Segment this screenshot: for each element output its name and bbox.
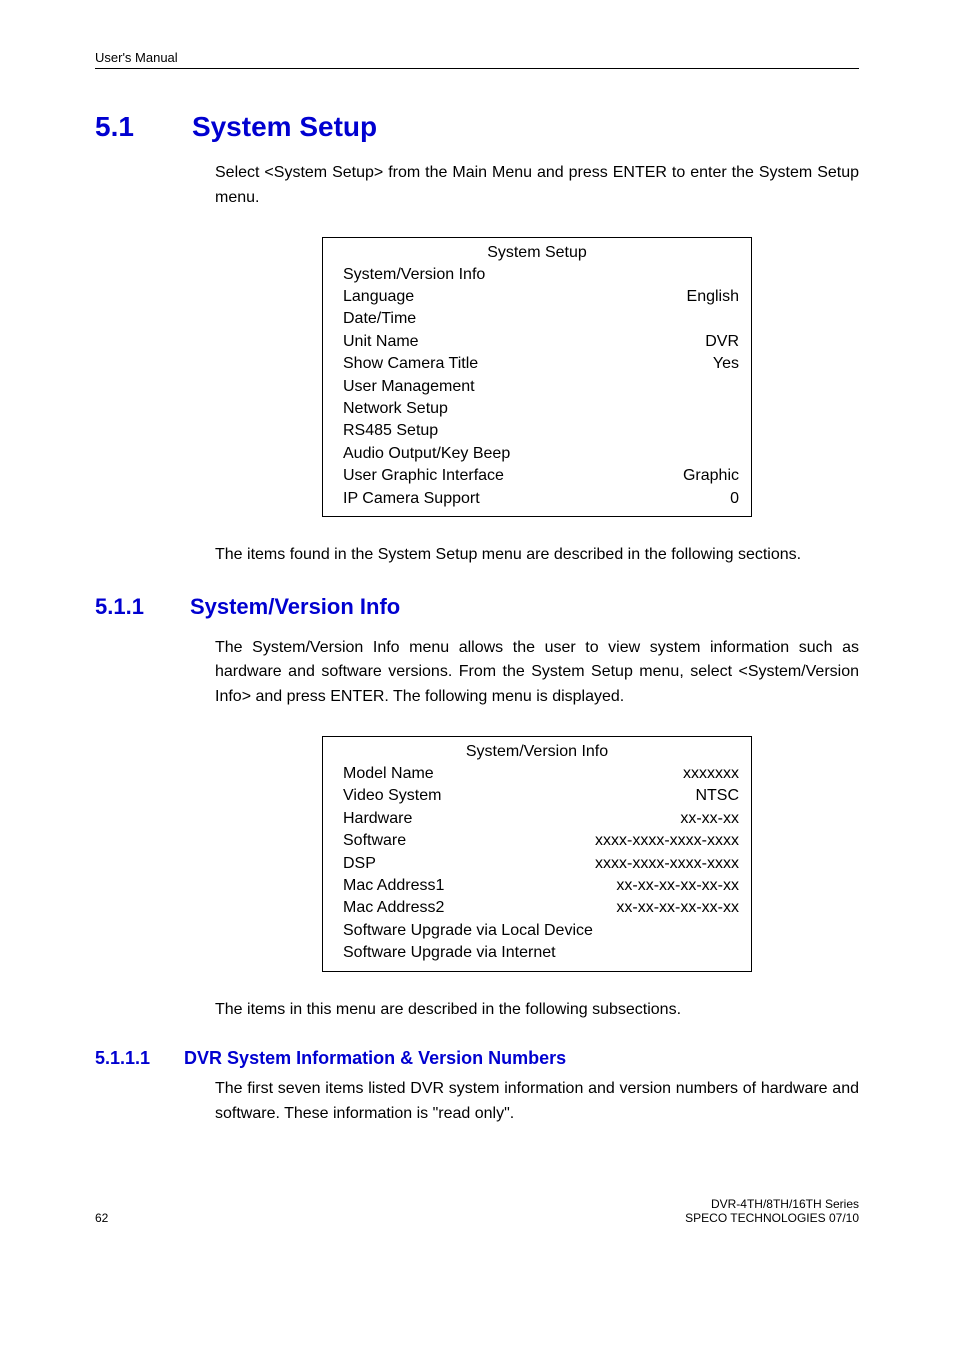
menu-row: Software xxxx-xxxx-xxxx-xxxx	[343, 830, 739, 852]
menu-value: NTSC	[695, 785, 739, 807]
heading-title: System Setup	[192, 111, 377, 143]
menu-label: User Management	[343, 376, 475, 398]
menu-value: xxxx-xxxx-xxxx-xxxx	[595, 853, 739, 875]
menu-label: Language	[343, 286, 414, 308]
menu-label: Hardware	[343, 808, 412, 830]
menu-label: Video System	[343, 785, 441, 807]
menu-label: Network Setup	[343, 398, 448, 420]
menu-label: Mac Address1	[343, 875, 444, 897]
paragraph: The System/Version Info menu allows the …	[215, 636, 859, 710]
menu-value: xx-xx-xx	[680, 808, 739, 830]
menu-label: Date/Time	[343, 308, 416, 330]
menu-label: Mac Address2	[343, 897, 444, 919]
heading-5-1: 5.1 System Setup	[95, 111, 859, 143]
menu-title: System/Version Info	[323, 737, 751, 763]
menu-label: Unit Name	[343, 331, 419, 353]
menu-row: Video System NTSC	[343, 785, 739, 807]
menu-value: xx-xx-xx-xx-xx-xx	[616, 897, 739, 919]
running-header: User's Manual	[95, 50, 859, 69]
menu-row: System/Version Info	[343, 264, 739, 286]
menu-value: xxxxxxx	[683, 763, 739, 785]
menu-row: Hardware xx-xx-xx	[343, 808, 739, 830]
menu-value: DVR	[705, 331, 739, 353]
menu-label: RS485 Setup	[343, 420, 438, 442]
menu-row: Unit Name DVR	[343, 331, 739, 353]
menu-title: System Setup	[323, 238, 751, 264]
version-info-box: System/Version Info Model NamexxxxxxxVid…	[322, 736, 752, 972]
footer-line: SPECO TECHNOLOGIES 07/10	[685, 1211, 859, 1225]
menu-value: English	[687, 286, 739, 308]
paragraph: The items found in the System Setup menu…	[215, 543, 859, 568]
menu-label: Software	[343, 830, 406, 852]
menu-row: User Graphic Interface Graphic	[343, 465, 739, 487]
menu-row: RS485 Setup	[343, 420, 739, 442]
menu-row: Mac Address1 xx-xx-xx-xx-xx-xx	[343, 875, 739, 897]
heading-number: 5.1.1	[95, 594, 144, 620]
heading-title: DVR System Information & Version Numbers	[184, 1048, 566, 1069]
menu-row: Audio Output/Key Beep	[343, 443, 739, 465]
menu-row: Model Name xxxxxxx	[343, 763, 739, 785]
menu-label: User Graphic Interface	[343, 465, 504, 487]
menu-label: Show Camera Title	[343, 353, 478, 375]
heading-5-1-1: 5.1.1 System/Version Info	[95, 594, 859, 620]
menu-label: Audio Output/Key Beep	[343, 443, 510, 465]
menu-label: IP Camera Support	[343, 488, 480, 510]
menu-label: Software Upgrade via Local Device	[343, 920, 593, 942]
paragraph: The first seven items listed DVR system …	[215, 1077, 859, 1127]
heading-number: 5.1.1.1	[95, 1048, 150, 1069]
menu-row: DSP xxxx-xxxx-xxxx-xxxx	[343, 853, 739, 875]
page-footer: 62 DVR-4TH/8TH/16TH Series SPECO TECHNOL…	[95, 1197, 859, 1225]
menu-label: Model Name	[343, 763, 434, 785]
menu-label: System/Version Info	[343, 264, 485, 286]
page-number: 62	[95, 1211, 108, 1225]
menu-row: Language English	[343, 286, 739, 308]
heading-title: System/Version Info	[190, 594, 400, 620]
menu-row: Software Upgrade via Local Device	[343, 920, 739, 942]
menu-value: 0	[730, 488, 739, 510]
menu-row: Show Camera Title Yes	[343, 353, 739, 375]
menu-row: Date/Time	[343, 308, 739, 330]
menu-label: Software Upgrade via Internet	[343, 942, 556, 964]
footer-line: DVR-4TH/8TH/16TH Series	[685, 1197, 859, 1211]
system-setup-box: System Setup System/Version InfoLanguage…	[322, 237, 752, 517]
menu-row: Software Upgrade via Internet	[343, 942, 739, 964]
menu-value: xxxx-xxxx-xxxx-xxxx	[595, 830, 739, 852]
heading-number: 5.1	[95, 111, 134, 143]
paragraph: Select <System Setup> from the Main Menu…	[215, 161, 859, 211]
menu-row: Mac Address2 xx-xx-xx-xx-xx-xx	[343, 897, 739, 919]
heading-5-1-1-1: 5.1.1.1 DVR System Information & Version…	[95, 1048, 859, 1069]
menu-row: IP Camera Support 0	[343, 488, 739, 510]
menu-value: xx-xx-xx-xx-xx-xx	[616, 875, 739, 897]
menu-value: Yes	[713, 353, 739, 375]
menu-label: DSP	[343, 853, 376, 875]
menu-row: User Management	[343, 376, 739, 398]
menu-row: Network Setup	[343, 398, 739, 420]
menu-value: Graphic	[683, 465, 739, 487]
paragraph: The items in this menu are described in …	[215, 998, 859, 1023]
